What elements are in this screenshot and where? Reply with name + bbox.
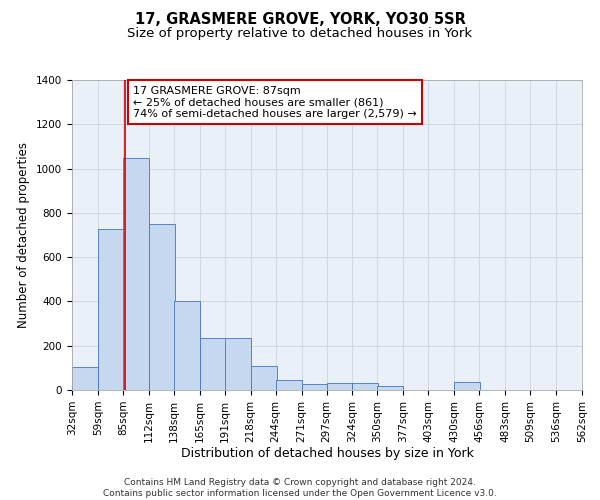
Text: Contains HM Land Registry data © Crown copyright and database right 2024.
Contai: Contains HM Land Registry data © Crown c… xyxy=(103,478,497,498)
Bar xyxy=(200,338,226,390)
Bar xyxy=(352,384,379,390)
Bar xyxy=(326,384,352,390)
Bar xyxy=(275,380,302,390)
Bar xyxy=(123,158,149,390)
Text: 17 GRASMERE GROVE: 87sqm
← 25% of detached houses are smaller (861)
74% of semi-: 17 GRASMERE GROVE: 87sqm ← 25% of detach… xyxy=(133,86,417,119)
Bar xyxy=(251,366,277,390)
Bar xyxy=(225,338,251,390)
Bar xyxy=(454,382,480,390)
Bar xyxy=(72,367,98,390)
Bar xyxy=(98,230,124,390)
Text: Size of property relative to detached houses in York: Size of property relative to detached ho… xyxy=(127,28,473,40)
Bar xyxy=(149,224,175,390)
X-axis label: Distribution of detached houses by size in York: Distribution of detached houses by size … xyxy=(181,448,473,460)
Bar xyxy=(174,302,200,390)
Bar xyxy=(302,384,328,390)
Bar xyxy=(377,386,403,390)
Y-axis label: Number of detached properties: Number of detached properties xyxy=(17,142,31,328)
Text: 17, GRASMERE GROVE, YORK, YO30 5SR: 17, GRASMERE GROVE, YORK, YO30 5SR xyxy=(134,12,466,28)
